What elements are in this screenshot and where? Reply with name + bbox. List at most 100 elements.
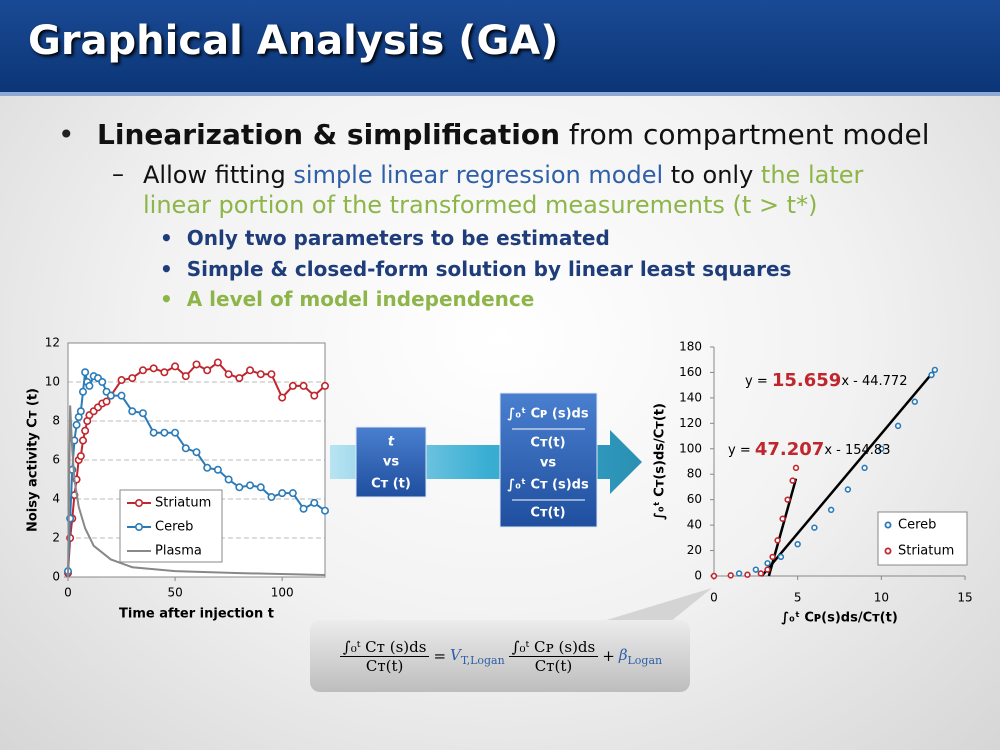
data-point [128, 374, 137, 383]
data-point [784, 496, 791, 503]
data-point [769, 553, 776, 561]
sub-bullet-dash: – [112, 160, 124, 188]
y-tick-label: 12 [45, 336, 60, 350]
x-tick-label: 10 [874, 591, 889, 605]
annotation-prefix: y = [728, 443, 755, 458]
data-point [878, 445, 885, 452]
data-point [203, 366, 212, 375]
sub-sub-bullet: • Simple & closed-form solution by linea… [160, 257, 792, 281]
data-point [710, 572, 718, 580]
data-point [789, 477, 796, 484]
data-point [106, 391, 115, 400]
equals: = [433, 647, 447, 665]
data-point [267, 493, 276, 502]
y-tick-label: 120 [679, 416, 702, 430]
sub-text: simple linear regression model [293, 161, 664, 189]
x-tick-label: 0 [710, 591, 718, 605]
x-tick-label: 0 [64, 586, 72, 600]
flow-box [355, 426, 427, 498]
sub-text: Allow fitting [143, 161, 286, 189]
data-point [320, 506, 329, 515]
data-point [192, 448, 201, 457]
data-point [928, 371, 935, 379]
numerator: ∫₀ᵗ Cᴘ (s)ds [508, 638, 599, 657]
data-point [181, 372, 190, 381]
plus: + [602, 647, 615, 665]
flow-text: Cᴛ(t) [530, 436, 565, 451]
y-tick-label: 180 [679, 340, 702, 354]
bullet-dot: • [58, 118, 75, 151]
y-tick-label: 160 [679, 365, 702, 379]
data-point [224, 370, 233, 379]
data-point [779, 515, 786, 522]
data-point [81, 368, 90, 377]
data-point [128, 407, 137, 416]
legend-box [877, 511, 968, 566]
sub-sub-bullet: • Only two parameters to be estimated [160, 226, 610, 250]
flow-text: vs [383, 455, 399, 470]
callout-pointer [600, 588, 712, 622]
data-point [744, 571, 751, 578]
data-point [213, 465, 222, 474]
data-point [288, 489, 297, 498]
data-point [171, 362, 180, 371]
x-tick-label: 15 [957, 591, 972, 605]
denominator: Cᴛ(t) [365, 656, 404, 675]
y-tick-label: 20 [687, 543, 702, 557]
data-point [844, 486, 852, 493]
legend-label: Striatum [155, 496, 211, 511]
y-tick-label: 2 [52, 531, 60, 545]
data-point [310, 498, 319, 507]
sub-sub-text: Only two parameters to be estimated [186, 226, 610, 250]
data-point [267, 370, 276, 379]
data-point [81, 426, 90, 435]
y-tick-label: 140 [679, 390, 702, 404]
legend-label: Striatum [898, 544, 954, 559]
annotation-intercept: x - 44.772 [841, 374, 907, 389]
data-point [911, 398, 918, 405]
data-point [764, 560, 771, 567]
data-point [98, 377, 107, 386]
sub-text: to only [670, 161, 754, 189]
data-point [78, 387, 87, 396]
data-point [78, 436, 87, 445]
data-point [235, 483, 244, 492]
legend-marker [135, 522, 144, 531]
data-point [224, 475, 233, 484]
legend-label: Cereb [898, 518, 936, 533]
y-axis-label: ∫₀ᵗ Cᴛ(s)ds/Cᴛ(t) [653, 403, 668, 520]
x-tick-label: 50 [167, 586, 182, 600]
flow-text: t [388, 435, 395, 450]
subscript: T,Logan [460, 653, 505, 667]
symbol: β [618, 645, 628, 664]
plot-border [67, 342, 326, 578]
data-point [85, 381, 94, 390]
y-tick-label: 8 [52, 414, 60, 428]
y-tick-label: 80 [687, 467, 702, 481]
subscript: Logan [627, 653, 663, 667]
legend-marker [135, 498, 144, 507]
data-point [117, 391, 126, 400]
equation: ∫₀ᵗ Cᴛ (s)ds Cᴛ(t) = VT,Logan ∫₀ᵗ Cᴘ (s)d… [318, 626, 684, 686]
y-tick-label: 4 [52, 492, 60, 506]
symbol: V [450, 645, 461, 664]
data-point [278, 393, 287, 402]
fraction: ∫₀ᵗ Cᴛ (s)ds Cᴛ(t) [339, 638, 430, 675]
data-point [320, 381, 329, 390]
data-point [310, 391, 319, 400]
annotation: y = 15.659x - 44.772 [745, 370, 907, 391]
data-point [149, 428, 158, 437]
data-point [278, 489, 287, 498]
fit-line [767, 478, 798, 577]
y-tick-label: 0 [694, 569, 702, 583]
data-point [76, 452, 85, 461]
x-axis-label: ∫₀ᵗ Cᴘ(s)ds/Cᴛ(t) [781, 611, 898, 626]
intercept-symbol: βLogan [619, 646, 662, 667]
annotation-prefix: y = [745, 374, 772, 389]
data-point [192, 360, 201, 369]
flow-text: ∫₀ᵗ Cᴘ (s)ds [507, 407, 588, 422]
data-point [764, 566, 771, 573]
data-point [72, 420, 81, 429]
